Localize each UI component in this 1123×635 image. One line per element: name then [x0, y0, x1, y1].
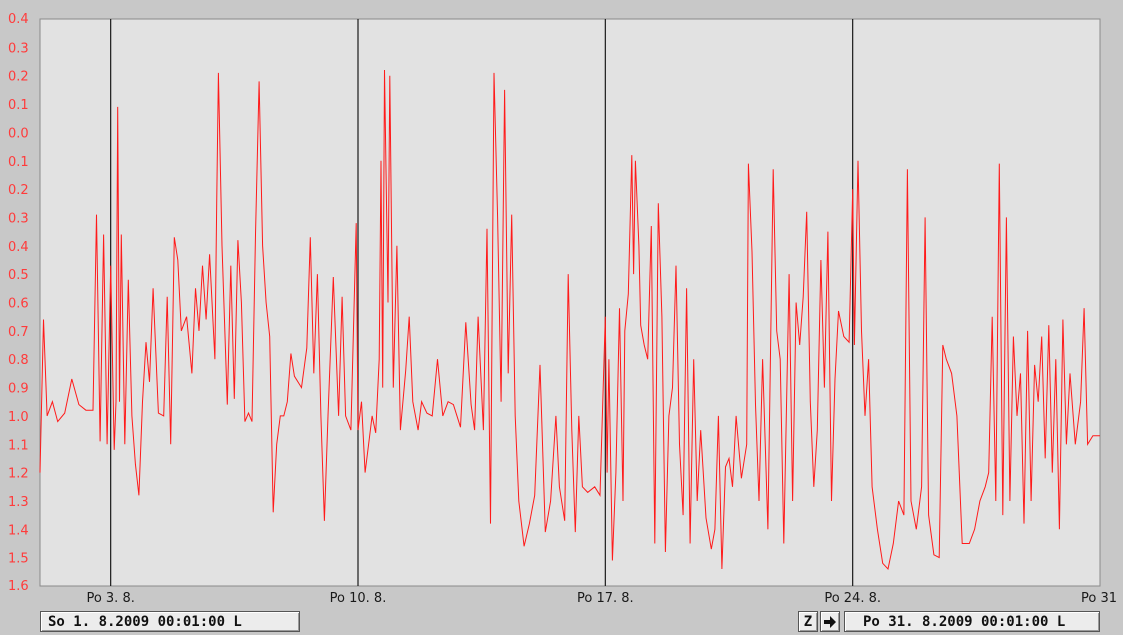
start-datetime-field[interactable]: So 1. 8.2009 00:01:00 L	[40, 611, 300, 632]
y-axis-ticks: 0.4 0.3 0.2 0.1 0.0 0.1 0.2 0.3 0.4 0.5 0.6 0.7 0.8 0…	[8, 12, 29, 594]
week-markers	[110, 19, 854, 586]
y-tick-label: 0.8	[8, 353, 29, 368]
y-tick-label: 0.5	[8, 268, 29, 283]
end-datetime-field[interactable]: Po 31. 8.2009 00:01:00 L	[844, 611, 1100, 632]
next-button[interactable]	[820, 611, 840, 632]
y-tick-label: 1.1	[8, 438, 29, 453]
y-tick-label: 0.7	[8, 325, 29, 340]
x-axis-ticks: Po 3. 8. Po 10. 8. Po 17. 8. Po 24. 8. Po 31	[86, 591, 1117, 606]
x-tick-label: Po 3. 8.	[86, 591, 134, 606]
series-line	[39, 69, 1100, 571]
y-tick-label: 1.4	[8, 523, 29, 538]
y-tick-label: 0.9	[8, 382, 29, 397]
y-tick-label: 0.1	[8, 155, 29, 170]
y-tick-label: 0.0	[8, 126, 29, 141]
y-tick-label: 1.2	[8, 467, 29, 482]
y-tick-label: 1.5	[8, 552, 29, 567]
y-tick-label: 0.1	[8, 98, 29, 113]
right-arrow-icon	[824, 615, 836, 628]
zoom-button[interactable]: Z	[798, 611, 818, 632]
x-tick-label: Po 17. 8.	[577, 591, 634, 606]
y-tick-label: 0.2	[8, 183, 29, 198]
plot-area	[39, 18, 1101, 587]
x-tick-label: Po 10. 8.	[330, 591, 387, 606]
y-tick-label: 1.0	[8, 410, 29, 425]
x-tick-label: Po 24. 8.	[824, 591, 881, 606]
y-tick-label: 0.2	[8, 70, 29, 85]
y-tick-label: 0.6	[8, 297, 29, 312]
y-tick-label: 0.3	[8, 211, 29, 226]
y-tick-label: 0.4	[8, 12, 29, 27]
x-tick-label: Po 31	[1081, 591, 1117, 606]
y-tick-label: 0.3	[8, 41, 29, 56]
chart-canvas: 0.4 0.3 0.2 0.1 0.0 0.1 0.2 0.3 0.4 0.5 0.6 0.7 0.8 0…	[8, 12, 1117, 606]
y-tick-label: 1.3	[8, 495, 29, 510]
y-tick-label: 1.6	[8, 579, 29, 594]
series-group	[39, 69, 1100, 571]
y-tick-label: 0.4	[8, 240, 29, 255]
